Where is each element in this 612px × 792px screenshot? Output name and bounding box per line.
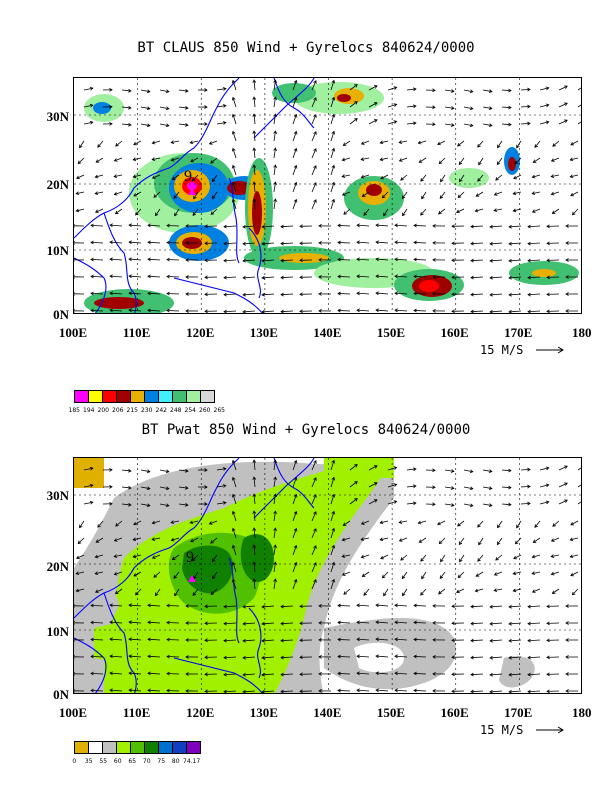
panel2-lat-30n: 30N bbox=[46, 488, 69, 503]
panel2-lat-20n: 20N bbox=[46, 559, 69, 574]
panel1-lon-label: 130E bbox=[249, 325, 278, 340]
colorbar-swatch bbox=[74, 390, 89, 403]
colorbar-tick-label: 215 bbox=[126, 407, 138, 414]
panel2-colorbar bbox=[74, 741, 201, 754]
panel2-title: BT Pwat 850 Wind + Gyrelocs 840624/0000 bbox=[141, 422, 471, 438]
panel1-lon-label: 100E bbox=[58, 325, 88, 340]
panel1-lon-label: 160E bbox=[440, 325, 469, 340]
panel2-storm-marker bbox=[188, 575, 196, 582]
panel2-lon-label: 130E bbox=[249, 705, 278, 720]
panel2-lon-label: 140E bbox=[313, 705, 342, 720]
colorbar-tick-label: 60 bbox=[113, 758, 122, 765]
panel1-colorbar bbox=[74, 390, 215, 403]
colorbar-swatch bbox=[130, 741, 145, 754]
panel1-lat-0n: 0N bbox=[53, 307, 69, 322]
panel1-lon-label: 170E bbox=[504, 325, 533, 340]
panel1-ref-vector-label: 15 M/S bbox=[480, 343, 524, 357]
colorbar-tick-label: 230 bbox=[141, 407, 153, 414]
colorbar-swatch bbox=[102, 390, 117, 403]
panel2-lon-label: 180 bbox=[572, 705, 592, 720]
panel2-colorbar-labels: 0 35 55 60 65 70 75 80 74.17 bbox=[67, 758, 201, 765]
panel2-lon-label: 110E bbox=[122, 705, 151, 720]
colorbar-tick-label: 248 bbox=[170, 407, 182, 414]
panel1-lon-label: 180 bbox=[572, 325, 592, 340]
panel2-lon-label: 100E bbox=[58, 705, 88, 720]
colorbar-tick-label: 65 bbox=[128, 758, 137, 765]
panel1-coastline bbox=[74, 78, 315, 313]
colorbar-tick-label: 260 bbox=[199, 407, 211, 414]
colorbar-swatch bbox=[186, 390, 201, 403]
colorbar-tick-label: 74.17 bbox=[183, 758, 201, 765]
panel2-coastline bbox=[74, 458, 315, 693]
panel2-wind-vectors bbox=[74, 459, 581, 693]
colorbar-swatch bbox=[130, 390, 145, 403]
colorbar-swatch bbox=[88, 741, 103, 754]
colorbar-swatch bbox=[116, 390, 131, 403]
colorbar-swatch bbox=[74, 741, 89, 754]
panel1-colorbar-labels: 185 194 200 206 215 230 242 248 254 260 265 bbox=[67, 407, 227, 414]
panel1-map: 9 bbox=[73, 77, 582, 314]
colorbar-tick-label: 265 bbox=[213, 407, 225, 414]
colorbar-tick-label: 35 bbox=[84, 758, 93, 765]
panel2-lat-10n: 10N bbox=[46, 624, 69, 639]
colorbar-tick-label: 75 bbox=[157, 758, 166, 765]
colorbar-tick-label: 0 bbox=[72, 758, 77, 765]
colorbar-swatch bbox=[88, 390, 103, 403]
panel1-title: BT CLAUS 850 Wind + Gyrelocs 840624/0000 bbox=[137, 40, 475, 56]
colorbar-tick-label: 254 bbox=[184, 407, 196, 414]
panel1-lat-30n: 30N bbox=[46, 109, 69, 124]
panel2-map: 9 bbox=[73, 457, 582, 694]
panel1-lon-label: 120E bbox=[186, 325, 215, 340]
panel2-pwat-field bbox=[74, 458, 535, 693]
panel1-lat-10n: 10N bbox=[46, 243, 69, 258]
panel2-lon-label: 160E bbox=[440, 705, 469, 720]
colorbar-swatch bbox=[186, 741, 201, 754]
panel2-storm-symbol: 9 bbox=[186, 549, 194, 566]
colorbar-swatch bbox=[172, 390, 187, 403]
colorbar-tick-label: 80 bbox=[171, 758, 180, 765]
panel1-lon-label: 110E bbox=[122, 325, 151, 340]
panel2-lon-label: 150E bbox=[376, 705, 406, 720]
colorbar-tick-label: 194 bbox=[83, 407, 95, 414]
panel1-wind-vectors bbox=[74, 79, 581, 313]
panel2-lat-0n: 0N bbox=[53, 687, 69, 702]
colorbar-swatch bbox=[172, 741, 187, 754]
panel1-lon-label: 150E bbox=[376, 325, 406, 340]
panel1-lon-label: 140E bbox=[313, 325, 342, 340]
panel1-storm-symbol: 9 bbox=[184, 168, 192, 185]
panel2-lon-label: 120E bbox=[186, 705, 215, 720]
colorbar-swatch bbox=[158, 390, 173, 403]
colorbar-tick-label: 70 bbox=[142, 758, 151, 765]
panel2-lon-label: 170E bbox=[504, 705, 533, 720]
panel1-lat-20n: 20N bbox=[46, 177, 69, 192]
panel1-storm-marker bbox=[188, 188, 196, 195]
panel1-svg: 9 bbox=[74, 78, 581, 313]
colorbar-swatch bbox=[158, 741, 173, 754]
colorbar-swatch bbox=[200, 390, 215, 403]
colorbar-swatch bbox=[102, 741, 117, 754]
panel2-ref-vector-label: 15 M/S bbox=[480, 723, 524, 737]
colorbar-swatch bbox=[144, 741, 159, 754]
colorbar-tick-label: 206 bbox=[112, 407, 124, 414]
panel2-svg: 9 bbox=[74, 458, 581, 693]
colorbar-swatch bbox=[116, 741, 131, 754]
colorbar-tick-label: 185 bbox=[68, 407, 80, 414]
colorbar-swatch bbox=[144, 390, 159, 403]
colorbar-tick-label: 200 bbox=[97, 407, 109, 414]
colorbar-tick-label: 242 bbox=[155, 407, 167, 414]
colorbar-tick-label: 55 bbox=[99, 758, 108, 765]
panel1-cloud-field bbox=[84, 82, 579, 313]
